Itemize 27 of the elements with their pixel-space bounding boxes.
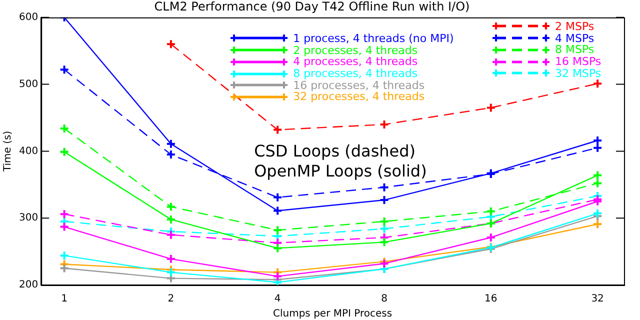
legend-label: 4 MSPs (555, 32, 594, 45)
legend-label: 8 processes, 4 threads (293, 67, 418, 80)
y-tick-label: 600 (18, 12, 38, 23)
chart-title: CLM2 Performance (90 Day T42 Offline Run with I/O) (154, 0, 470, 14)
legend-label: 2 MSPs (555, 20, 594, 33)
y-tick-label: 400 (18, 146, 38, 157)
x-axis-title: Clumps per MPI Process (272, 308, 392, 320)
x-tick-label: 8 (381, 294, 388, 305)
y-tick-label: 300 (18, 212, 38, 224)
legend-label: 32 processes, 4 threads (293, 90, 425, 104)
x-tick-label: 16 (484, 294, 498, 305)
y-tick-label: 200 (18, 280, 38, 291)
x-tick-label: 32 (591, 294, 604, 305)
legend-label: 32 MSPs (555, 66, 602, 80)
x-tick-label: 2 (168, 294, 174, 305)
x-tick-label: 4 (274, 294, 281, 305)
annotation: CSD Loops (dashed) (254, 142, 416, 161)
legend-label: 4 processes, 4 threads (293, 55, 418, 68)
legend-label: 1 process, 4 threads (no MPI) (293, 32, 454, 45)
legend-label: 2 processes, 4 threads (293, 44, 418, 57)
y-tick-label: 500 (18, 78, 38, 90)
x-tick-label: 1 (61, 294, 68, 305)
legend-label: 8 MSPs (555, 43, 594, 56)
legend-label: 16 processes, 4 threads (293, 78, 425, 92)
legend-label: 16 MSPs (555, 55, 602, 68)
y-axis-title: Time (s) (2, 130, 14, 173)
annotation: OpenMP Loops (solid) (254, 162, 427, 181)
